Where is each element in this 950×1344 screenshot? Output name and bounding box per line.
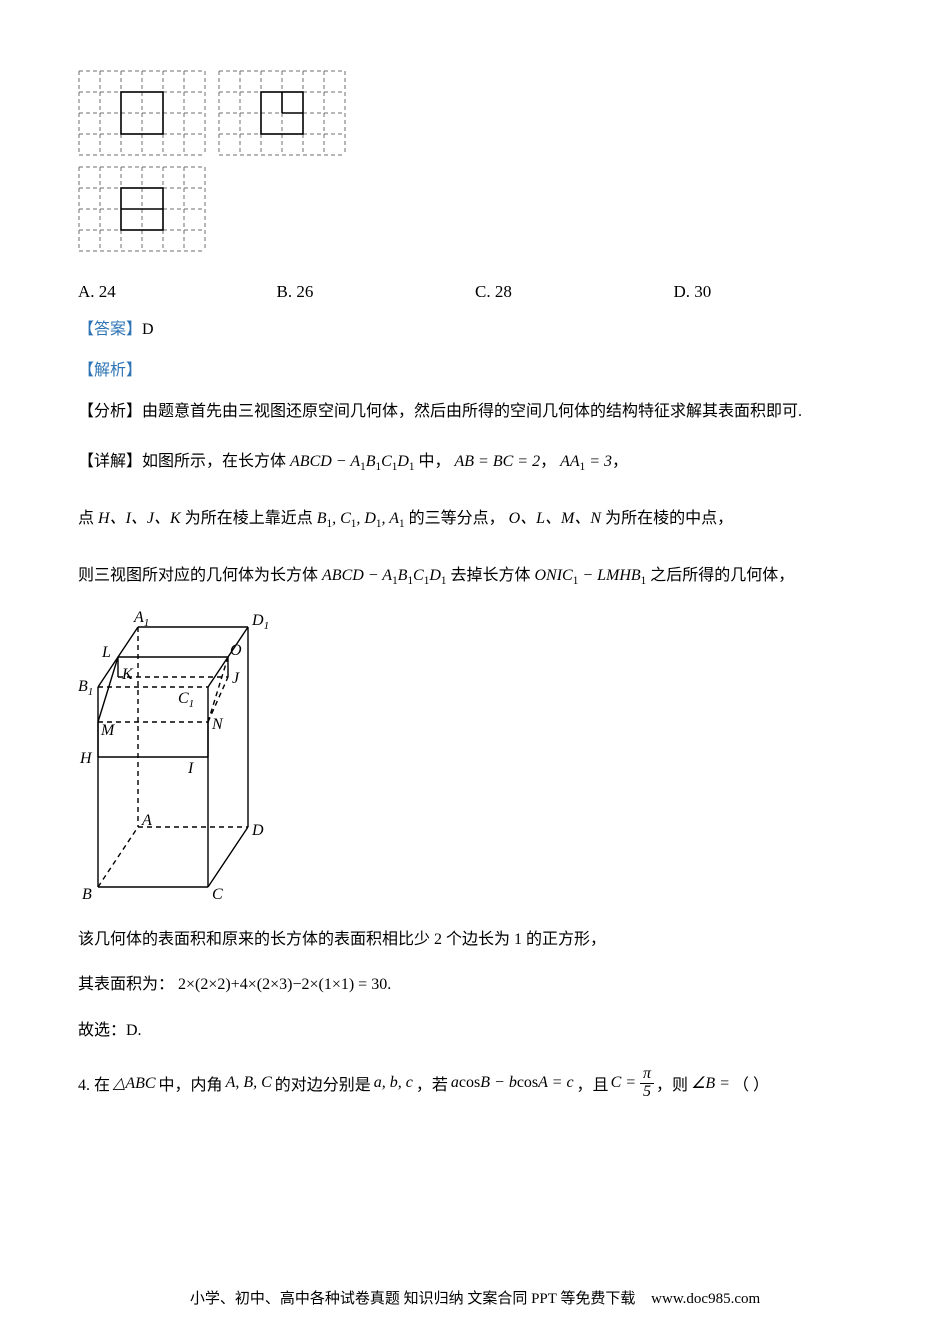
- area-expr: 2×(2×2)+4×(2×3)−2×(1×1) = 30: [178, 976, 387, 993]
- points-bcda: B1, C1, D1, A1: [317, 510, 405, 527]
- lbl-B: B: [82, 886, 92, 903]
- points-b: 为所在棱上靠近点: [185, 510, 313, 527]
- area-period: .: [387, 976, 391, 993]
- fenxi-line: 【分析】由题意首先由三视图还原空间几何体，然后由所得的空间几何体的结构特征求解其…: [78, 398, 872, 425]
- answer-prefix: 【答案】: [78, 321, 142, 338]
- cuboid-name: ABCD − A1B1C1D1: [290, 453, 414, 470]
- isometric-figure: A1 D1 B1 C1 L O K J M N H I A D B C: [78, 607, 872, 912]
- fenxi-text: 由题意首先由三视图还原空间几何体，然后由所得的空间几何体的结构特征求解其表面积即…: [142, 403, 802, 420]
- lbl-A1: A1: [133, 609, 149, 629]
- view-grid-2: [218, 70, 346, 156]
- comma-2: ，: [612, 453, 628, 470]
- lbl-D1: D1: [251, 612, 269, 632]
- q4-prefix: 4. 在: [78, 1071, 110, 1095]
- body-b: 去掉长方体: [450, 567, 530, 584]
- points-d: 为所在棱的中点，: [605, 510, 733, 527]
- three-views-row-1: [78, 70, 872, 156]
- q4-d: ，且: [577, 1071, 609, 1095]
- q4-sides: a, b, c: [374, 1074, 413, 1092]
- points-olmn: O、L、M、N: [509, 510, 601, 527]
- xiangjie-text-b: 中，: [418, 453, 450, 470]
- body-c: 之后所得的几何体，: [650, 567, 794, 584]
- iso-svg: A1 D1 B1 C1 L O K J M N H I A D B C: [78, 607, 288, 907]
- lbl-L: L: [101, 644, 111, 661]
- points-c: 的三等分点，: [409, 510, 505, 527]
- footer-url: www.doc985.com: [651, 1291, 760, 1307]
- q4-a: 中，内角: [159, 1071, 223, 1095]
- q4-C-eq: C =: [611, 1074, 636, 1092]
- choice-a: A. 24: [78, 282, 277, 302]
- eq-aa1: AA1 = 3: [560, 453, 612, 470]
- three-views-row-2: [78, 166, 872, 252]
- jiexi-label: 【解析】: [78, 357, 872, 384]
- q4-tri: △ABC: [113, 1073, 156, 1093]
- view-grid-1: [78, 70, 206, 156]
- q4-angB: ∠B =: [691, 1073, 730, 1093]
- view-grid-3: [78, 166, 206, 252]
- lbl-I: I: [187, 760, 194, 777]
- answer-value: D: [142, 321, 154, 338]
- points-line: 点 H、I、J、K 为所在棱上靠近点 B1, C1, D1, A1 的三等分点，…: [78, 505, 872, 534]
- q4-frac: π 5: [640, 1066, 654, 1101]
- lbl-M: M: [100, 722, 116, 739]
- q4-b: 的对边分别是: [275, 1071, 371, 1095]
- q4-paren: （ ）: [733, 1071, 769, 1095]
- answer-line: 【答案】D: [78, 316, 872, 343]
- q4-c: ，若: [416, 1071, 448, 1095]
- surface-compare-line: 该几何体的表面积和原来的长方体的表面积相比少 2 个边长为 1 的正方形，: [78, 926, 872, 953]
- area-calc-line: 其表面积为： 2×(2×2)+4×(2×3)−2×(1×1) = 30.: [78, 971, 872, 998]
- q4-eq1: acosB − bcosA = c: [451, 1074, 574, 1092]
- points-hijk: H、I、J、K: [98, 510, 181, 527]
- cuboid-name-2: ABCD − A1B1C1D1: [322, 567, 446, 584]
- body-a: 则三视图所对应的几何体为长方体: [78, 567, 318, 584]
- xiangjie-label: 【详解】: [78, 453, 142, 470]
- lbl-D: D: [251, 822, 264, 839]
- answer-choices: A. 24 B. 26 C. 28 D. 30: [78, 282, 872, 302]
- area-label: 其表面积为：: [78, 976, 174, 993]
- q4-angles: A, B, C: [226, 1074, 272, 1092]
- q4-frac-num: π: [640, 1066, 654, 1084]
- lbl-N: N: [211, 716, 224, 733]
- footer-text: 小学、初中、高中各种试卷真题 知识归纳 文案合同 PPT 等免费下载: [190, 1291, 636, 1307]
- lbl-H: H: [79, 750, 93, 767]
- page-footer: 小学、初中、高中各种试卷真题 知识归纳 文案合同 PPT 等免费下载 www.d…: [0, 1287, 950, 1308]
- lbl-O: O: [230, 642, 242, 659]
- guxuan-line: 故选：D.: [78, 1017, 872, 1044]
- q4-frac-den: 5: [640, 1084, 654, 1101]
- fenxi-label: 【分析】: [78, 403, 142, 420]
- lbl-C: C: [212, 886, 223, 903]
- cuboid-small: ONIC1 − LMHB1: [534, 567, 646, 584]
- page-root: A. 24 B. 26 C. 28 D. 30 【答案】D 【解析】 【分析】由…: [0, 0, 950, 1344]
- lbl-C1: C1: [178, 690, 194, 710]
- body-line: 则三视图所对应的几何体为长方体 ABCD − A1B1C1D1 去掉长方体 ON…: [78, 562, 872, 591]
- lbl-B1: B1: [78, 678, 93, 698]
- q4-e: ，则: [656, 1071, 688, 1095]
- choice-b: B. 26: [277, 282, 476, 302]
- points-a: 点: [78, 510, 94, 527]
- choice-c: C. 28: [475, 282, 674, 302]
- eq-ab-bc: AB = BC = 2: [455, 453, 541, 470]
- comma-1: ，: [540, 453, 556, 470]
- choice-d: D. 30: [674, 282, 873, 302]
- lbl-J: J: [232, 670, 240, 687]
- xiangjie-line-1: 【详解】如图所示，在长方体 ABCD − A1B1C1D1 中， AB = BC…: [78, 448, 872, 477]
- question-4: 4. 在 △ABC 中，内角 A, B, C 的对边分别是 a, b, c ，若…: [78, 1066, 872, 1101]
- lbl-A: A: [141, 812, 152, 829]
- xiangjie-text-a: 如图所示，在长方体: [142, 453, 286, 470]
- lbl-K: K: [121, 666, 134, 683]
